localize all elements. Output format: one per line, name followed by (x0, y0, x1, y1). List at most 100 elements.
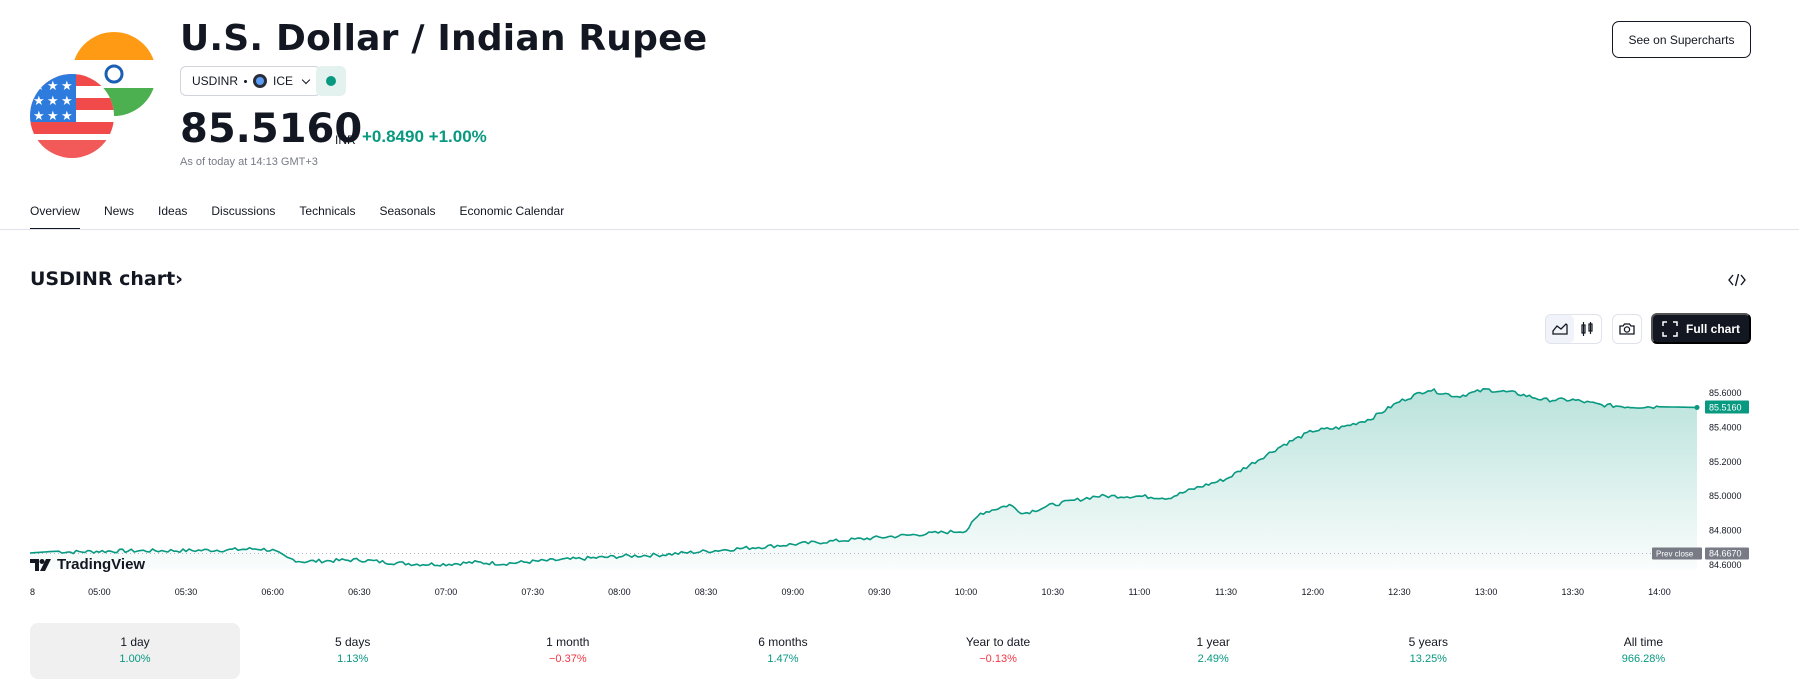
svg-text:★: ★ (47, 79, 59, 94)
period-label: 1 month (546, 635, 590, 649)
period-5-years[interactable]: 5 years 13.25% (1321, 623, 1536, 679)
tab-discussions[interactable]: Discussions (211, 204, 276, 218)
period-change-value: 2.49% (1197, 653, 1229, 665)
tab-ideas[interactable]: Ideas (158, 204, 188, 218)
price-area-fill (30, 388, 1697, 570)
exchange-globe-icon (253, 74, 268, 88)
y-tick-label: 85.2000 (1709, 457, 1742, 467)
svg-text:★: ★ (47, 109, 59, 124)
tradingview-logo-text: TradingView (57, 556, 146, 573)
y-tick-label: 85.0000 (1709, 491, 1742, 501)
svg-text:★: ★ (61, 79, 73, 94)
y-tick-label: 84.8000 (1709, 526, 1742, 536)
candles-chart-icon[interactable] (1574, 315, 1602, 343)
x-tick-label: 06:00 (261, 587, 284, 597)
svg-text:★: ★ (33, 94, 45, 109)
svg-text:★: ★ (33, 109, 45, 124)
x-tick-label: 8 (30, 587, 35, 597)
chevron-down-icon (301, 75, 311, 84)
x-tick-label: 11:00 (1128, 587, 1150, 597)
price-change-abs: +0.8490 (362, 127, 424, 146)
x-tick-label: 07:00 (435, 587, 458, 597)
tradingview-logo: TradingView (30, 556, 145, 573)
x-tick-label: 14:00 (1648, 587, 1671, 597)
tab-seasonals[interactable]: Seasonals (379, 204, 436, 218)
period-label: 1 year (1196, 635, 1230, 649)
period-change-value: 13.25% (1409, 653, 1447, 665)
chart-title-link[interactable]: USDINR chart› (30, 268, 183, 290)
x-tick-label: 09:00 (781, 587, 804, 597)
x-tick-label: 11:30 (1215, 587, 1237, 597)
section-tabs: Overview News Ideas Discussions Technica… (30, 204, 588, 230)
period-change-value: −0.37% (549, 653, 587, 665)
embed-code-icon[interactable] (1727, 270, 1747, 290)
x-tick-label: 08:30 (695, 587, 718, 597)
period-change-value: 966.28% (1621, 653, 1666, 665)
y-tick-label: 84.6000 (1709, 560, 1742, 570)
price-chart[interactable]: 85.6000 85.4000 85.2000 85.0000 84.8000 84.60… (0, 340, 1799, 610)
see-on-supercharts-button[interactable]: See on Supercharts (1612, 21, 1751, 58)
x-tick-label: 10:00 (955, 587, 978, 597)
page-title: U.S. Dollar / Indian Rupee (180, 18, 708, 59)
period-performance-bar: 1 day 1.00% 5 days 1.13% 1 month −0.37% 6 mont… (30, 623, 1751, 679)
usa-flag-icon: ★ ★ ★ ★ ★ ★ ★ ★ ★ (30, 74, 114, 158)
x-tick-label: 07:30 (521, 587, 544, 597)
tab-technicals[interactable]: Technicals (299, 204, 356, 218)
period-label: 1 day (120, 635, 150, 649)
last-price-dot (1694, 404, 1700, 410)
chart-style-toggle (1545, 314, 1602, 344)
tabs-divider (0, 229, 1799, 230)
tab-overview[interactable]: Overview (30, 204, 81, 230)
fullscreen-icon (1662, 320, 1678, 337)
price-change: +0.8490 +1.00% (362, 127, 487, 147)
price-change-pct: +1.00% (428, 127, 487, 146)
exchange-label: ICE (273, 74, 294, 88)
period-change-value: 1.00% (119, 653, 151, 665)
x-tick-label: 09:30 (868, 587, 891, 597)
svg-text:★: ★ (33, 79, 45, 94)
status-dot-icon (326, 76, 336, 86)
x-tick-label: 13:00 (1475, 587, 1498, 597)
separator-dot (244, 79, 248, 83)
last-price-tag (1705, 400, 1749, 414)
symbol-label: USDINR (192, 74, 239, 88)
current-price: 85.5160 (180, 106, 363, 152)
svg-text:★: ★ (47, 94, 59, 109)
period-label: 5 days (335, 635, 371, 649)
tradingview-logo-icon (30, 558, 51, 571)
y-tick-label: 85.4000 (1709, 422, 1742, 432)
period-change-value: 1.47% (767, 653, 799, 665)
period-change-value: −0.13% (979, 653, 1017, 665)
period-1-year[interactable]: 1 year 2.49% (1106, 623, 1321, 679)
period-1-day[interactable]: 1 day 1.00% (30, 623, 240, 679)
price-currency: INR (335, 133, 356, 147)
prev-close-value: 84.6670 (1709, 548, 1742, 558)
x-tick-label: 12:00 (1301, 587, 1324, 597)
y-tick-label: 85.6000 (1709, 388, 1742, 398)
x-tick-label: 06:30 (348, 587, 371, 597)
prev-close-label-tag (1652, 547, 1702, 560)
camera-snapshot-icon[interactable] (1612, 314, 1642, 344)
svg-text:★: ★ (61, 94, 73, 109)
period-6-months[interactable]: 6 months 1.47% (675, 623, 890, 679)
x-tick-label: 05:30 (175, 587, 198, 597)
tab-news[interactable]: News (104, 204, 135, 218)
period-all-time[interactable]: All time 966.28% (1536, 623, 1751, 679)
prev-close-value-tag (1705, 547, 1749, 560)
period-label: Year to date (965, 635, 1031, 649)
market-status-badge[interactable] (316, 66, 346, 96)
symbol-exchange-selector[interactable]: USDINR ICE (180, 66, 322, 96)
period-1-month[interactable]: 1 month −0.37% (460, 623, 675, 679)
period-label: 6 months (758, 635, 808, 649)
period-year-to-date[interactable]: Year to date −0.13% (891, 623, 1106, 679)
full-chart-button[interactable]: Full chart (1651, 313, 1751, 344)
full-chart-label: Full chart (1685, 321, 1740, 336)
prev-close-label: Prev close (1656, 549, 1694, 558)
price-line (29, 388, 1697, 567)
area-chart-icon[interactable] (1546, 315, 1574, 343)
period-5-days[interactable]: 5 days 1.13% (245, 623, 460, 679)
x-tick-label: 05:00 (88, 587, 111, 597)
period-label: 5 years (1408, 635, 1448, 649)
x-tick-label: 10:30 (1041, 587, 1064, 597)
tab-economic-calendar[interactable]: Economic Calendar (459, 204, 565, 218)
